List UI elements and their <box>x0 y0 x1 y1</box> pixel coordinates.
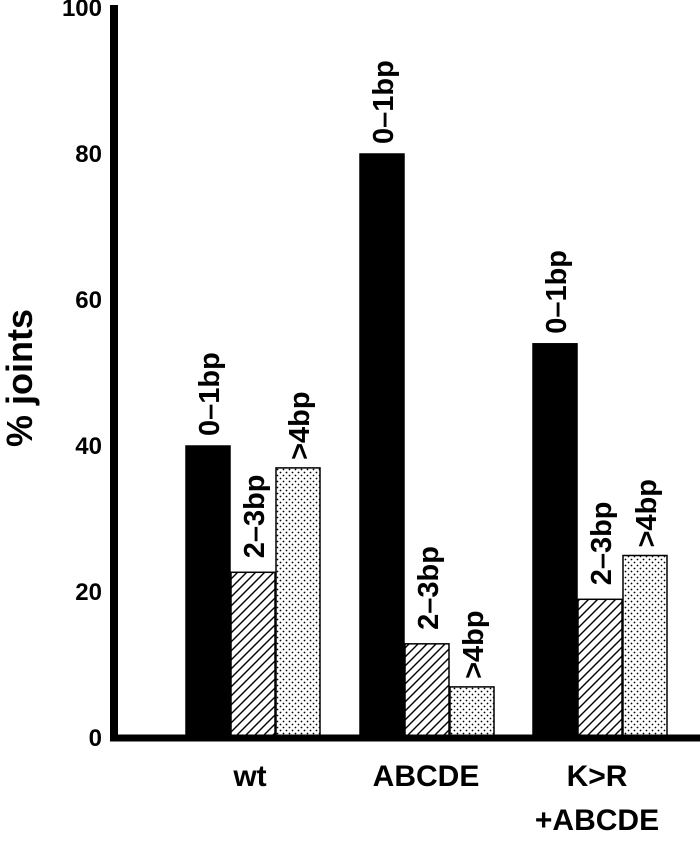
bar-data-label: 0–1bp <box>541 250 573 334</box>
bar-data-label: 2–3bp <box>413 546 445 630</box>
y-tick-label: 60 <box>75 287 102 314</box>
y-tick-label: 100 <box>62 0 102 22</box>
category-labels-group: wt ABCDE K>R +ABCDE <box>232 760 659 837</box>
bar-data-label: 0–1bp <box>368 60 400 144</box>
y-axis-title: % joints <box>0 309 40 447</box>
bars-group <box>185 153 668 739</box>
bar-data-label: 0–1bp <box>194 352 226 436</box>
category-label: +ABCDE <box>535 804 659 837</box>
y-tick-label: 40 <box>75 433 102 460</box>
bar-data-label: >4bp <box>631 479 663 548</box>
bar-dotted <box>449 686 495 739</box>
y-ticks-group: 0 20 40 60 80 100 <box>62 0 102 752</box>
category-label: K>R <box>567 760 628 793</box>
bar-data-label: >4bp <box>284 391 316 460</box>
category-label: ABCDE <box>373 760 480 793</box>
bar-data-label: 2–3bp <box>586 501 618 585</box>
bar-dotted <box>275 467 321 739</box>
bar-hatched <box>230 571 276 739</box>
bar-data-label: >4bp <box>458 610 490 679</box>
y-tick-label: 20 <box>75 579 102 606</box>
y-tick-label: 80 <box>75 141 102 168</box>
bar-solid <box>185 445 231 739</box>
bar-solid <box>532 343 578 739</box>
y-tick-label: 0 <box>89 725 102 752</box>
bar-solid <box>359 153 405 739</box>
bar-hatched <box>577 598 623 739</box>
category-label: wt <box>232 760 266 793</box>
bar-hatched <box>404 643 450 739</box>
bar-data-label: 2–3bp <box>239 474 271 558</box>
bar-dotted <box>622 554 668 739</box>
bar-labels-group: 0–1bp 2–3bp >4bp 0–1bp 2–3bp >4bp 0–1bp 2–3bp >4… <box>194 60 663 679</box>
